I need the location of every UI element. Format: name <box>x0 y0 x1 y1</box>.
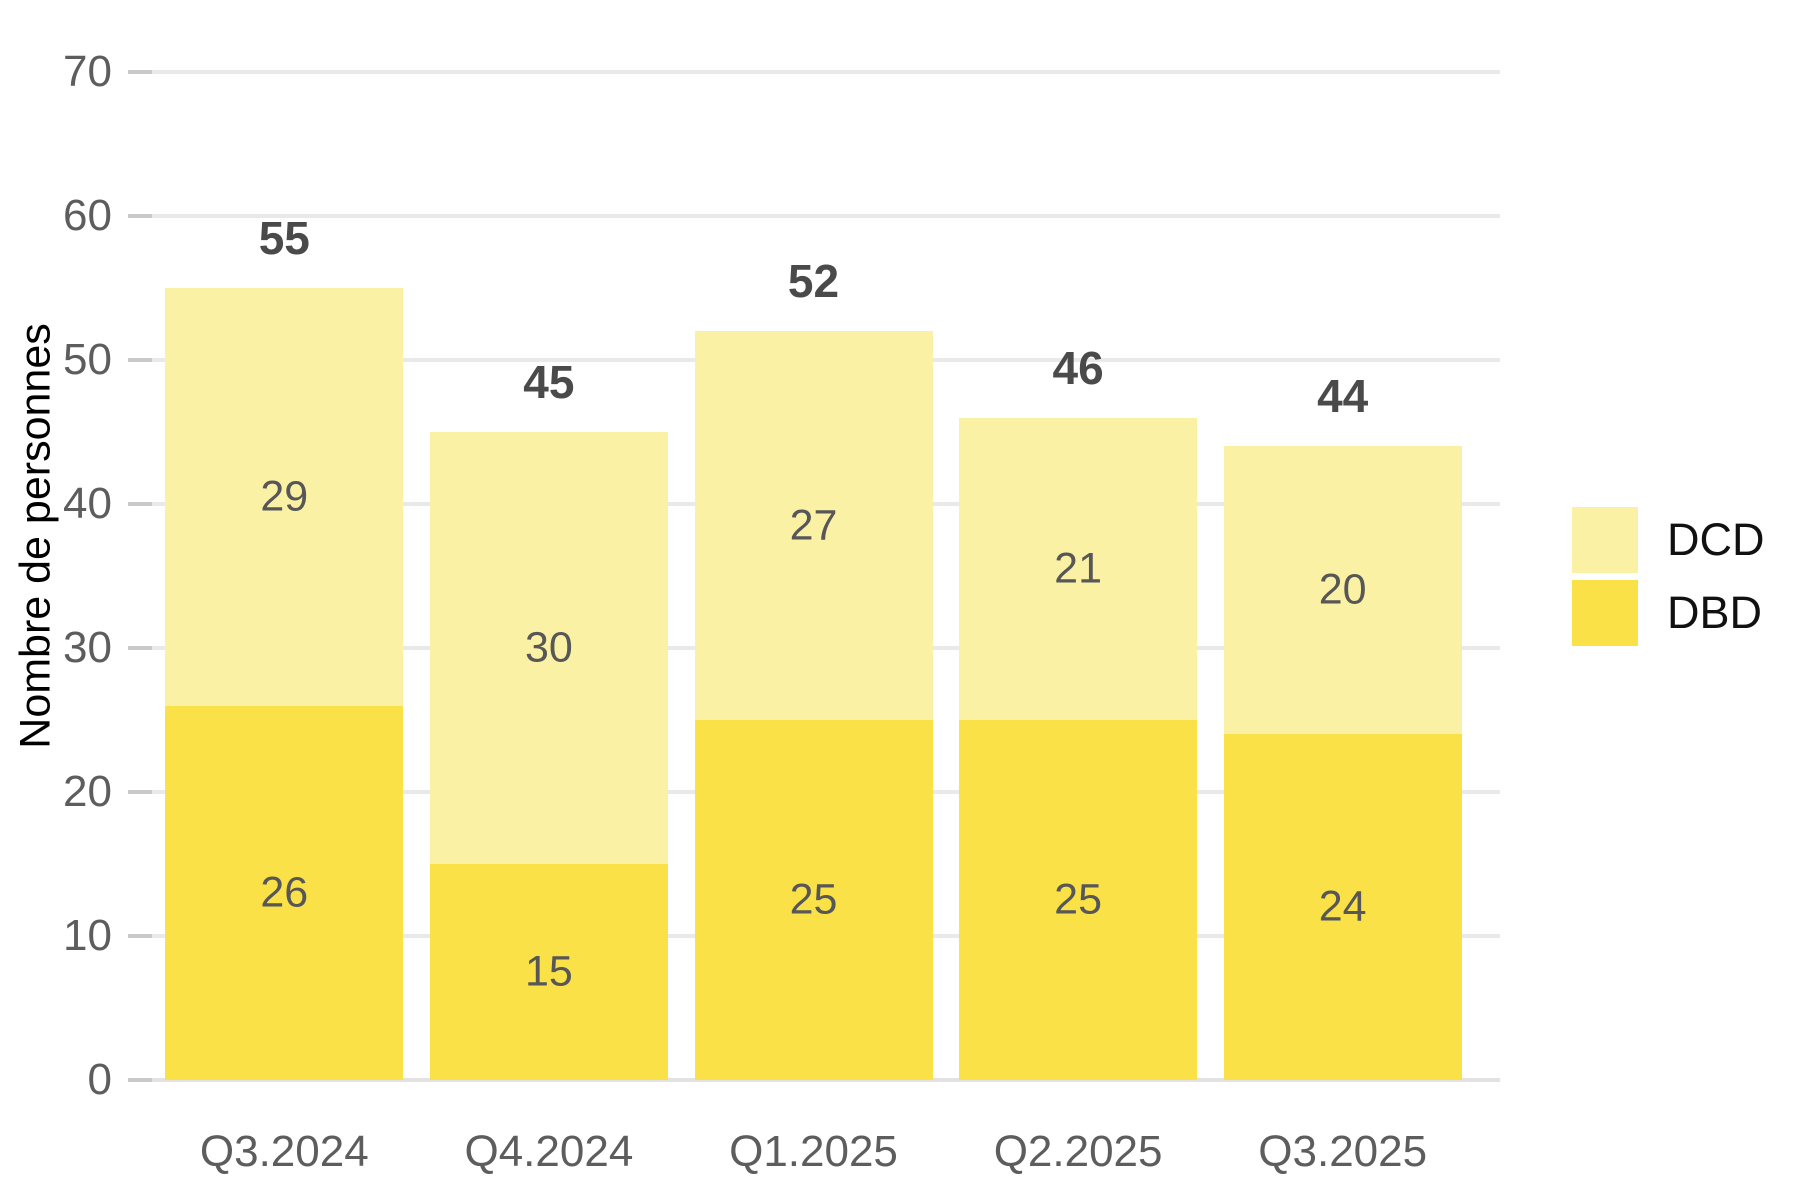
segment-value-dcd-Q3.2025: 20 <box>1318 565 1367 614</box>
segment-value-dbd-Q2.2025: 25 <box>1054 875 1103 924</box>
total-label-Q2.2025: 46 <box>1052 341 1104 394</box>
x-tick-label-Q1.2025: Q1.2025 <box>729 1127 898 1176</box>
segment-value-dbd-Q3.2025: 24 <box>1318 882 1367 931</box>
bar-segment-dcd-Q4.2024 <box>429 432 668 864</box>
y-axis-title: Nombre de personnes <box>11 323 60 749</box>
y-tick-label-20: 20 <box>63 767 112 816</box>
total-label-Q1.2025: 52 <box>787 255 840 308</box>
legend-swatch-dcd <box>1572 507 1638 573</box>
gridline-y0 <box>128 1078 1500 1082</box>
y-tick-label-30: 30 <box>63 623 112 672</box>
y-tick-mark-20 <box>128 790 152 794</box>
total-label-Q3.2024: 55 <box>258 212 310 264</box>
y-tick-mark-30 <box>128 646 152 650</box>
y-tick-mark-0 <box>128 1078 152 1082</box>
y-tick-mark-70 <box>128 70 152 74</box>
segment-value-dcd-Q2.2025: 21 <box>1054 544 1103 593</box>
segment-value-dcd-Q3.2024: 29 <box>260 472 309 521</box>
bar-segment-dbd-Q3.2025 <box>1223 734 1462 1080</box>
gridline-y60 <box>128 214 1500 218</box>
y-tick-mark-60 <box>128 214 152 218</box>
x-tick-label-Q3.2024: Q3.2024 <box>199 1127 369 1176</box>
bar-segment-dbd-Q1.2025 <box>694 720 933 1080</box>
x-tick-label-Q3.2025: Q3.2025 <box>1258 1127 1428 1176</box>
bar-segment-dcd-Q3.2024 <box>165 288 404 706</box>
y-tick-label-60: 60 <box>63 191 112 240</box>
y-tick-label-50: 50 <box>63 335 112 384</box>
y-tick-mark-50 <box>128 358 152 362</box>
bar-segment-dbd-Q4.2024 <box>429 864 668 1080</box>
legend-label-dcd: DCD <box>1667 514 1765 565</box>
legend-swatch-dbd <box>1572 580 1638 646</box>
legend-label-dbd: DBD <box>1667 587 1763 638</box>
segment-value-dcd-Q4.2024: 30 <box>524 623 573 672</box>
segment-value-dbd-Q1.2025: 25 <box>789 875 838 924</box>
y-tick-mark-40 <box>128 502 152 506</box>
total-label-Q3.2025: 44 <box>1317 370 1369 423</box>
bar-segment-dbd-Q2.2025 <box>959 720 1198 1080</box>
bar-segment-dcd-Q3.2025 <box>1223 446 1462 735</box>
total-label-Q4.2024: 45 <box>523 356 575 408</box>
x-tick-label-Q4.2024: Q4.2024 <box>464 1127 634 1176</box>
segment-value-dbd-Q3.2024: 26 <box>260 868 309 917</box>
segment-value-dbd-Q4.2024: 15 <box>524 947 573 996</box>
y-tick-label-10: 10 <box>63 911 112 960</box>
bar-segment-dcd-Q2.2025 <box>959 417 1198 720</box>
bar-segment-dbd-Q3.2024 <box>165 705 404 1080</box>
bar-segment-dcd-Q1.2025 <box>694 331 933 720</box>
y-tick-label-70: 70 <box>63 47 112 96</box>
segment-value-dcd-Q1.2025: 27 <box>789 501 838 550</box>
x-tick-label-Q2.2025: Q2.2025 <box>993 1127 1163 1176</box>
y-tick-label-40: 40 <box>63 479 112 528</box>
gridline-y70 <box>128 70 1500 74</box>
y-tick-label-0: 0 <box>87 1055 112 1104</box>
y-tick-mark-10 <box>128 934 152 938</box>
